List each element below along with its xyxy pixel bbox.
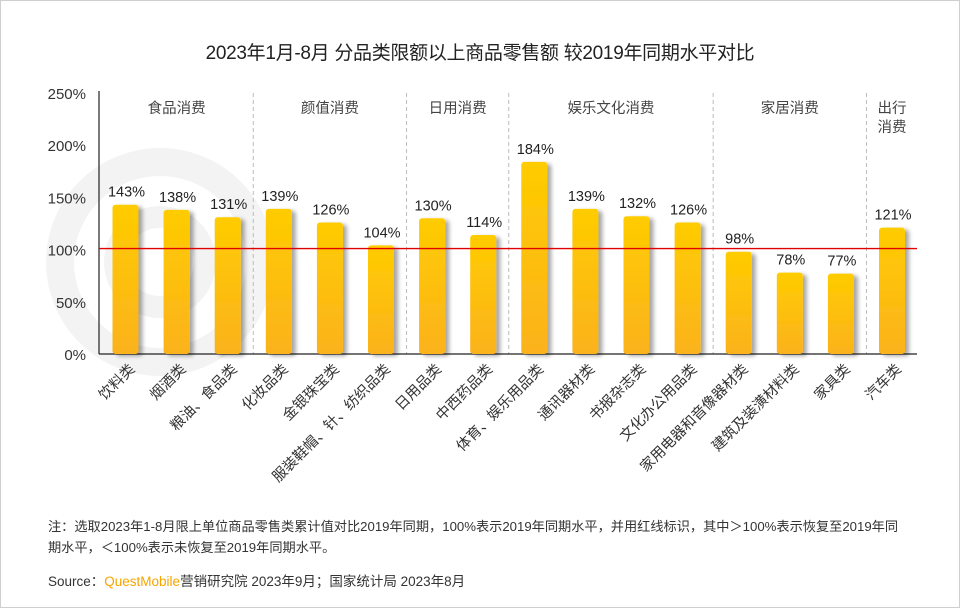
- data-label: 126%: [312, 202, 349, 218]
- group-label: 家居消费: [761, 100, 819, 117]
- bar: [879, 227, 905, 354]
- x-tick-label: 体育、娱乐用品类: [453, 361, 547, 455]
- x-tick-label: 建筑及装潢材料类: [709, 361, 803, 455]
- y-tick-label: 100%: [48, 243, 86, 260]
- bar: [112, 204, 139, 354]
- data-label: 139%: [568, 189, 605, 205]
- group-label: 颜值消费: [301, 100, 359, 117]
- data-label: 184%: [517, 142, 554, 158]
- y-tick-label: 200%: [48, 138, 86, 155]
- bar: [265, 208, 292, 354]
- footnote: 注：选取2023年1-8月限上单位商品零售类累计值对比2019年同期，100%表…: [48, 519, 899, 555]
- source-prefix: Source：: [48, 574, 105, 589]
- bar: [776, 272, 803, 354]
- data-label: 121%: [874, 208, 911, 224]
- bar: [214, 217, 241, 354]
- bar: [316, 222, 343, 354]
- x-tick-label: 汽车类: [862, 361, 905, 404]
- y-tick-label: 0%: [64, 347, 86, 364]
- bar: [572, 208, 599, 354]
- y-tick-label: 50%: [56, 295, 86, 312]
- bar: [163, 209, 190, 354]
- x-tick-label: 家具类: [811, 361, 854, 404]
- bar: [827, 273, 854, 354]
- bar-chart: 食品消费 颜值消费 日用消费 娱乐文化消费 家居消费 出行消费 0% 50% 100% 150%…: [46, 86, 917, 486]
- group-label: 食品消费: [148, 100, 206, 117]
- data-label: 126%: [670, 202, 707, 218]
- data-label: 138%: [159, 190, 196, 206]
- bar: [674, 222, 701, 354]
- data-label: 132%: [619, 196, 656, 212]
- data-label: 104%: [363, 225, 400, 241]
- y-tick-label: 250%: [48, 86, 86, 103]
- data-label: 143%: [108, 185, 145, 201]
- source-line: Source：QuestMobile营销研究院 2023年9月；国家统计局 20…: [48, 570, 465, 590]
- data-label: 78%: [776, 253, 805, 269]
- group-label: 出行消费: [878, 100, 907, 136]
- group-label: 日用消费: [429, 100, 487, 117]
- data-label: 130%: [415, 198, 452, 214]
- bar: [521, 161, 548, 354]
- data-label: 98%: [725, 232, 754, 248]
- bar: [368, 245, 394, 354]
- group-label: 娱乐文化消费: [567, 100, 654, 117]
- chart-title: 2023年1月-8月 分品类限额以上商品零售额 较2019年同期水平对比: [205, 43, 755, 64]
- bar: [470, 234, 497, 354]
- data-label: 77%: [827, 254, 856, 270]
- x-tick-label: 化妆品类: [239, 361, 292, 414]
- data-label: 131%: [210, 197, 247, 213]
- x-tick-label: 日用品类: [392, 361, 445, 414]
- bar: [419, 218, 446, 354]
- bar: [623, 216, 650, 354]
- data-label: 114%: [466, 215, 502, 231]
- data-label: 139%: [261, 189, 298, 205]
- source-brand: QuestMobile: [104, 574, 181, 589]
- y-tick-label: 150%: [48, 190, 86, 207]
- source-text: 营销研究院 2023年9月；国家统计局 2023年8月: [180, 574, 466, 589]
- bar: [725, 251, 752, 354]
